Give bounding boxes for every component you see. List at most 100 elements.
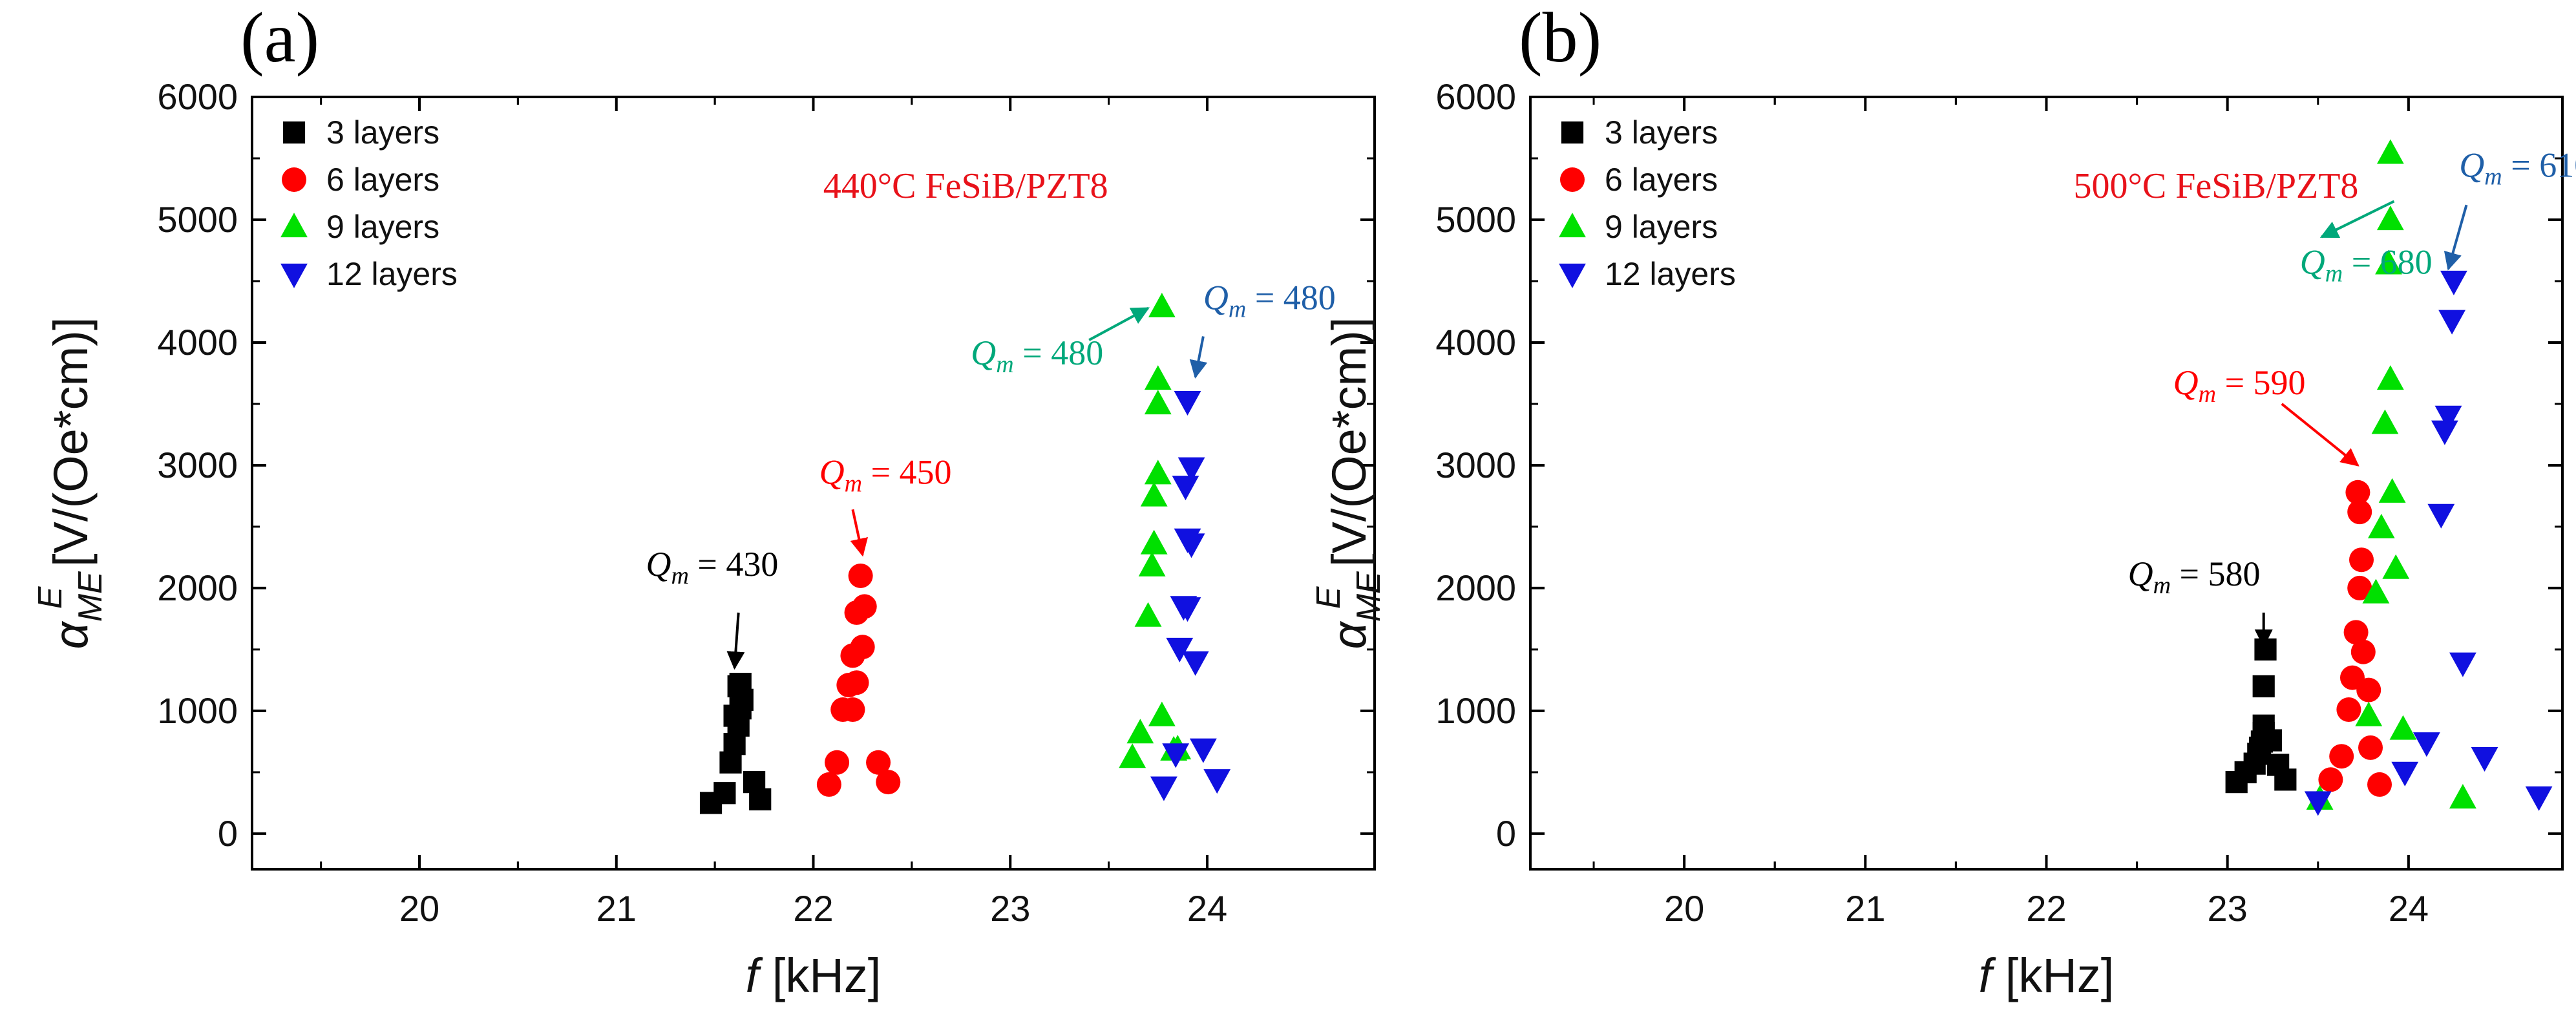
series-1 — [699, 673, 772, 814]
data-point — [1150, 776, 1177, 801]
data-point — [852, 594, 877, 619]
x-tick-label: 23 — [990, 888, 1030, 929]
legend-label: 6 layers — [1605, 162, 1718, 198]
data-point — [1134, 602, 1162, 627]
data-point — [1119, 743, 1146, 768]
y-tick-label: 4000 — [1435, 322, 1516, 363]
qm-annotation-label: Qm = 680 — [2300, 243, 2433, 288]
x-tick-label: 24 — [2389, 888, 2429, 929]
data-point — [2375, 249, 2402, 275]
series-1 — [2225, 638, 2297, 794]
sample-annotation: 500°C FeSiB/PZT8 — [2074, 166, 2359, 206]
data-point — [1144, 390, 1172, 415]
data-point — [1148, 701, 1176, 726]
data-point — [2345, 480, 2370, 505]
y-tick-label: 2000 — [1435, 567, 1516, 608]
data-point — [1203, 769, 1231, 794]
annotation-arrow — [726, 612, 745, 670]
data-point — [2376, 365, 2404, 390]
qm-annotation-label: Qm = 590 — [2173, 363, 2306, 408]
annotation-arrow — [2281, 403, 2360, 467]
y-axis-label: αMEE [V/(Oe*cm)] — [32, 317, 109, 650]
y-tick-label: 3000 — [1435, 445, 1516, 485]
legend-marker-triangle-down — [280, 263, 308, 288]
x-tick-label: 21 — [1845, 888, 1885, 929]
data-point — [2431, 420, 2458, 445]
data-point — [2356, 677, 2381, 703]
panel-b: 20 21 22 23 24 0 1000 2000 3000 4000 5000 6000(b) f … — [1310, 0, 2576, 1002]
data-point — [840, 697, 865, 723]
series-4 — [1150, 391, 1231, 801]
y-tick-label: 5000 — [1435, 199, 1516, 240]
data-point — [2471, 746, 2498, 772]
legend: 3 layers 6 layers 9 layers 12 layers — [280, 114, 458, 292]
data-point — [1177, 457, 1205, 482]
x-tick-label: 22 — [2026, 888, 2066, 929]
annotation-arrow — [850, 509, 869, 557]
data-point — [1144, 460, 1172, 485]
y-tick-label: 5000 — [157, 199, 238, 240]
legend-marker-triangle-down — [1559, 263, 1586, 288]
series-3 — [2306, 139, 2476, 810]
data-point — [2259, 729, 2283, 752]
y-tick-label: 2000 — [157, 567, 238, 608]
data-point — [1162, 743, 1190, 768]
data-point — [825, 750, 850, 775]
legend-marker-circle — [282, 167, 306, 192]
data-point — [1174, 597, 1201, 622]
panel-label: (a) — [240, 0, 319, 77]
data-point — [1174, 391, 1201, 416]
data-point — [2336, 697, 2361, 723]
x-tick-label: 24 — [1187, 888, 1227, 929]
legend-marker-circle — [1560, 167, 1585, 192]
data-point — [1181, 651, 1209, 676]
legend-label: 12 layers — [326, 256, 458, 292]
legend-label: 9 layers — [326, 209, 439, 245]
data-point — [2329, 744, 2354, 769]
data-point — [2274, 768, 2297, 791]
data-point — [1189, 738, 1217, 763]
series-4 — [2304, 270, 2553, 816]
panel-a: 20 21 22 23 24 0 1000 2000 3000 4000 5000 6000(a) f … — [32, 0, 1376, 1002]
annotation-arrow — [2444, 204, 2468, 271]
qm-annotation-label: Qm = 580 — [2128, 555, 2261, 599]
data-point — [2343, 620, 2369, 645]
data-point — [2350, 639, 2376, 664]
y-tick-label: 1000 — [157, 690, 238, 731]
data-point — [2449, 783, 2476, 808]
data-point — [2254, 638, 2277, 661]
qm-annotation-label: Qm = 430 — [646, 545, 778, 589]
legend-label: 6 layers — [326, 162, 439, 198]
legend: 3 layers 6 layers 9 layers 12 layers — [1559, 114, 1736, 292]
legend-label: 3 layers — [1605, 114, 1718, 151]
x-tick-label: 23 — [2208, 888, 2248, 929]
data-point — [2440, 270, 2467, 295]
data-point — [844, 670, 869, 695]
data-point — [1126, 719, 1154, 744]
legend-marker-square — [1561, 121, 1584, 144]
series-2 — [816, 563, 901, 797]
y-tick-label: 4000 — [157, 322, 238, 363]
data-point — [2449, 652, 2476, 677]
data-point — [816, 772, 841, 797]
data-point — [2367, 772, 2392, 797]
annotation-arrow — [1189, 336, 1208, 379]
y-tick-label: 1000 — [1435, 690, 1516, 731]
data-point — [2389, 715, 2417, 740]
data-point — [1144, 365, 1172, 390]
data-point — [1172, 476, 1199, 501]
y-tick-label: 0 — [1496, 813, 1516, 854]
data-point — [2427, 503, 2455, 529]
qm-annotation-label: Qm = 480 — [971, 333, 1103, 378]
qm-annotation-label: Qm = 450 — [819, 452, 952, 497]
data-point — [2358, 735, 2383, 760]
data-point — [2349, 547, 2374, 573]
qm-annotation-label: Qm = 480 — [1203, 279, 1336, 323]
series-2 — [2318, 480, 2392, 797]
data-point — [848, 563, 873, 588]
data-point — [1166, 637, 1194, 662]
data-point — [2304, 791, 2332, 816]
data-point — [2376, 206, 2404, 231]
annotation-arrow — [2319, 200, 2395, 238]
